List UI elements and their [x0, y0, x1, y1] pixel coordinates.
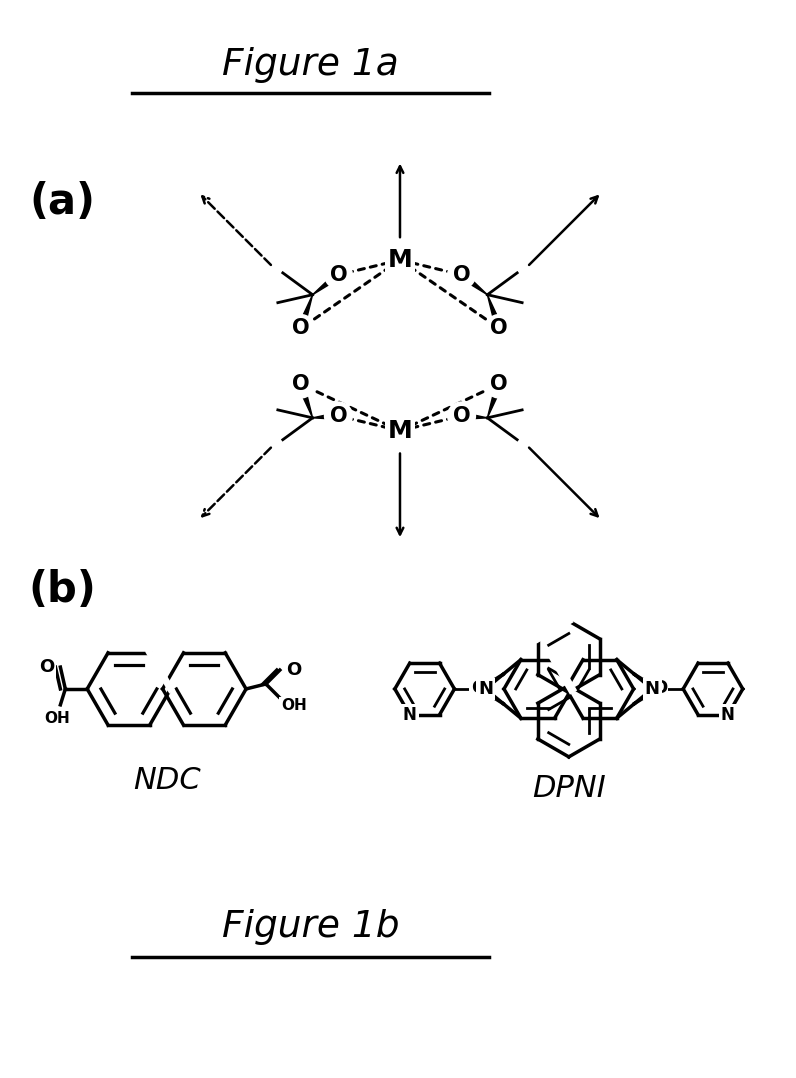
Text: O: O [470, 680, 486, 699]
Text: O: O [330, 265, 347, 285]
Polygon shape [298, 294, 313, 330]
Polygon shape [462, 413, 487, 419]
Text: (a): (a) [29, 181, 96, 223]
Polygon shape [487, 294, 502, 330]
Circle shape [447, 261, 475, 289]
Circle shape [325, 261, 353, 289]
Text: O: O [453, 265, 470, 285]
Circle shape [447, 402, 475, 430]
Text: O: O [453, 405, 470, 426]
Text: Figure 1b: Figure 1b [222, 909, 400, 945]
Text: N: N [721, 706, 735, 723]
Circle shape [486, 370, 513, 398]
Text: O: O [292, 318, 310, 338]
Text: O: O [292, 374, 310, 395]
Text: O: O [652, 679, 667, 697]
Text: OH: OH [45, 711, 70, 727]
Polygon shape [459, 272, 487, 294]
Text: (b): (b) [29, 568, 96, 610]
Polygon shape [298, 383, 313, 418]
Text: M: M [388, 248, 412, 272]
Text: Figure 1a: Figure 1a [222, 47, 399, 83]
Text: M: M [388, 418, 412, 443]
Text: NDC: NDC [133, 765, 201, 794]
Polygon shape [313, 413, 338, 419]
Circle shape [486, 315, 513, 343]
Text: O: O [330, 405, 347, 426]
Text: N: N [478, 680, 493, 697]
Text: O: O [490, 318, 508, 338]
Circle shape [287, 315, 314, 343]
Circle shape [287, 370, 314, 398]
Text: O: O [286, 661, 302, 679]
Text: O: O [652, 680, 667, 699]
Text: O: O [470, 679, 486, 697]
Text: O: O [39, 658, 54, 676]
Circle shape [325, 402, 353, 430]
Text: DPNI: DPNI [532, 774, 606, 803]
Text: N: N [645, 680, 660, 697]
Polygon shape [487, 383, 502, 418]
Text: O: O [490, 374, 508, 395]
Text: N: N [403, 706, 416, 723]
Text: OH: OH [281, 699, 306, 714]
Polygon shape [313, 272, 341, 294]
